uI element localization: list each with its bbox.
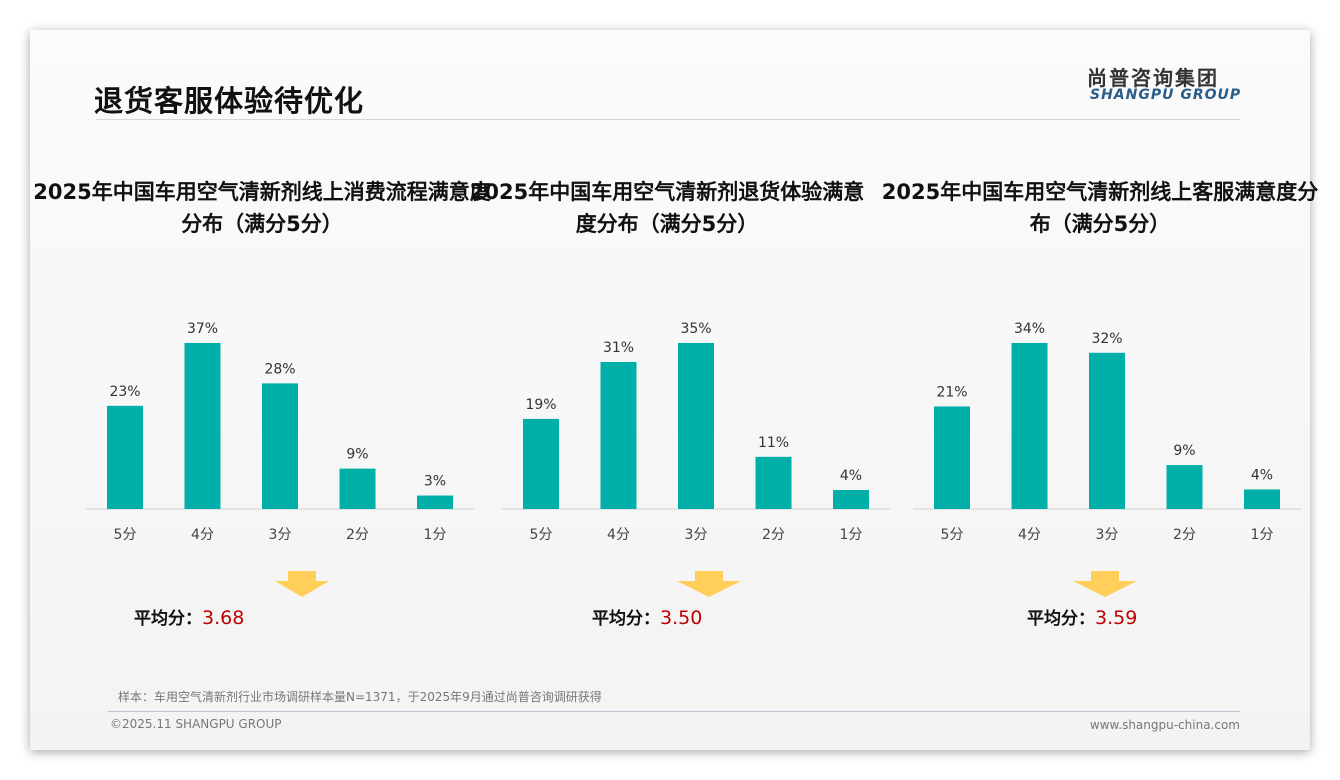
x-tick-label: 5分 [941,527,964,543]
divider [96,119,1240,120]
bar [339,468,376,509]
avg-value: 3.50 [660,607,703,629]
x-tick-label: 1分 [1251,527,1274,543]
data-label: 34% [1014,321,1045,337]
x-tick-label: 2分 [1173,527,1196,543]
bar [600,361,637,509]
bar [934,406,970,509]
x-tick-label: 1分 [840,527,863,543]
avg-value: 3.59 [1095,607,1138,629]
chart-title-1: 2025年中国车用空气清新剂线上消费流程满意度分布（满分5分） [33,180,491,236]
website: www.shangpu-china.com [1089,718,1240,732]
slide: 退货客服体验待优化 尚普咨询集团 SHANGPU GROUP 2025年中国车用… [30,30,1318,750]
data-label: 28% [264,361,295,377]
bar [1089,352,1125,509]
copyright: ©2025.11 SHANGPU GROUP [110,717,282,731]
bar [755,456,792,509]
chart-1: 23% 5分 37% 4分 28% 3分 9% 2分 3% 1分 [86,321,474,543]
x-tick-label: 5分 [114,527,137,543]
logo-en: SHANGPU GROUP [1090,87,1242,103]
x-tick-label: 3分 [269,527,292,543]
x-tick-label: 4分 [607,527,630,543]
x-tick-label: 3分 [1096,527,1119,543]
data-label: 9% [346,447,368,463]
bar [184,343,221,509]
data-label: 4% [1251,467,1273,483]
x-tick-label: 5分 [530,527,553,543]
data-label: 31% [603,340,634,356]
bar [1166,465,1203,509]
bar [678,343,714,509]
data-label: 35% [680,321,711,337]
bar [417,495,453,509]
average-score-3: 平均分：3.59 [1027,604,1137,629]
page-title: 退货客服体验待优化 [94,84,365,118]
x-tick-label: 2分 [346,527,369,543]
data-label: 21% [936,384,967,400]
data-label: 19% [525,397,556,413]
bar [523,418,559,509]
data-label: 37% [187,321,218,337]
bar [107,405,143,509]
data-label: 3% [424,474,446,490]
bar [262,383,298,509]
x-tick-label: 2分 [762,527,785,543]
avg-label: 平均分： [134,609,202,629]
avg-value: 3.68 [202,607,245,629]
average-score-2: 平均分：3.50 [592,604,702,629]
sample-note: 样本：车用空气清新剂行业市场调研样本量N=1371，于2025年9月通过尚普咨询… [118,690,602,704]
bar [1011,343,1048,509]
x-tick-label: 3分 [685,527,708,543]
data-label: 9% [1173,443,1195,459]
chart-3: 21% 5分 34% 4分 32% 3分 9% 2分 4% 1分 [913,321,1301,543]
avg-label: 平均分： [592,609,660,629]
chart-title-2: 2025年中国车用空气清新剂退货体验满意度分布（满分5分） [469,180,865,236]
chart-title-3: 2025年中国车用空气清新剂线上客服满意度分布（满分5分） [881,180,1319,236]
bar [833,490,869,509]
logo-cn: 尚普咨询集团 [1087,66,1219,90]
chart-2: 19% 5分 31% 4分 35% 3分 11% 2分 4% 1分 [502,321,890,543]
x-tick-label: 1分 [424,527,447,543]
x-tick-label: 4分 [1018,527,1041,543]
data-label: 32% [1091,331,1122,347]
footer-divider [108,711,1240,712]
avg-label: 平均分： [1027,609,1095,629]
average-score-1: 平均分：3.68 [134,604,244,629]
data-label: 11% [758,435,789,451]
data-label: 23% [109,384,140,400]
x-tick-label: 4分 [191,527,214,543]
bar [1244,489,1280,509]
data-label: 4% [840,468,862,484]
